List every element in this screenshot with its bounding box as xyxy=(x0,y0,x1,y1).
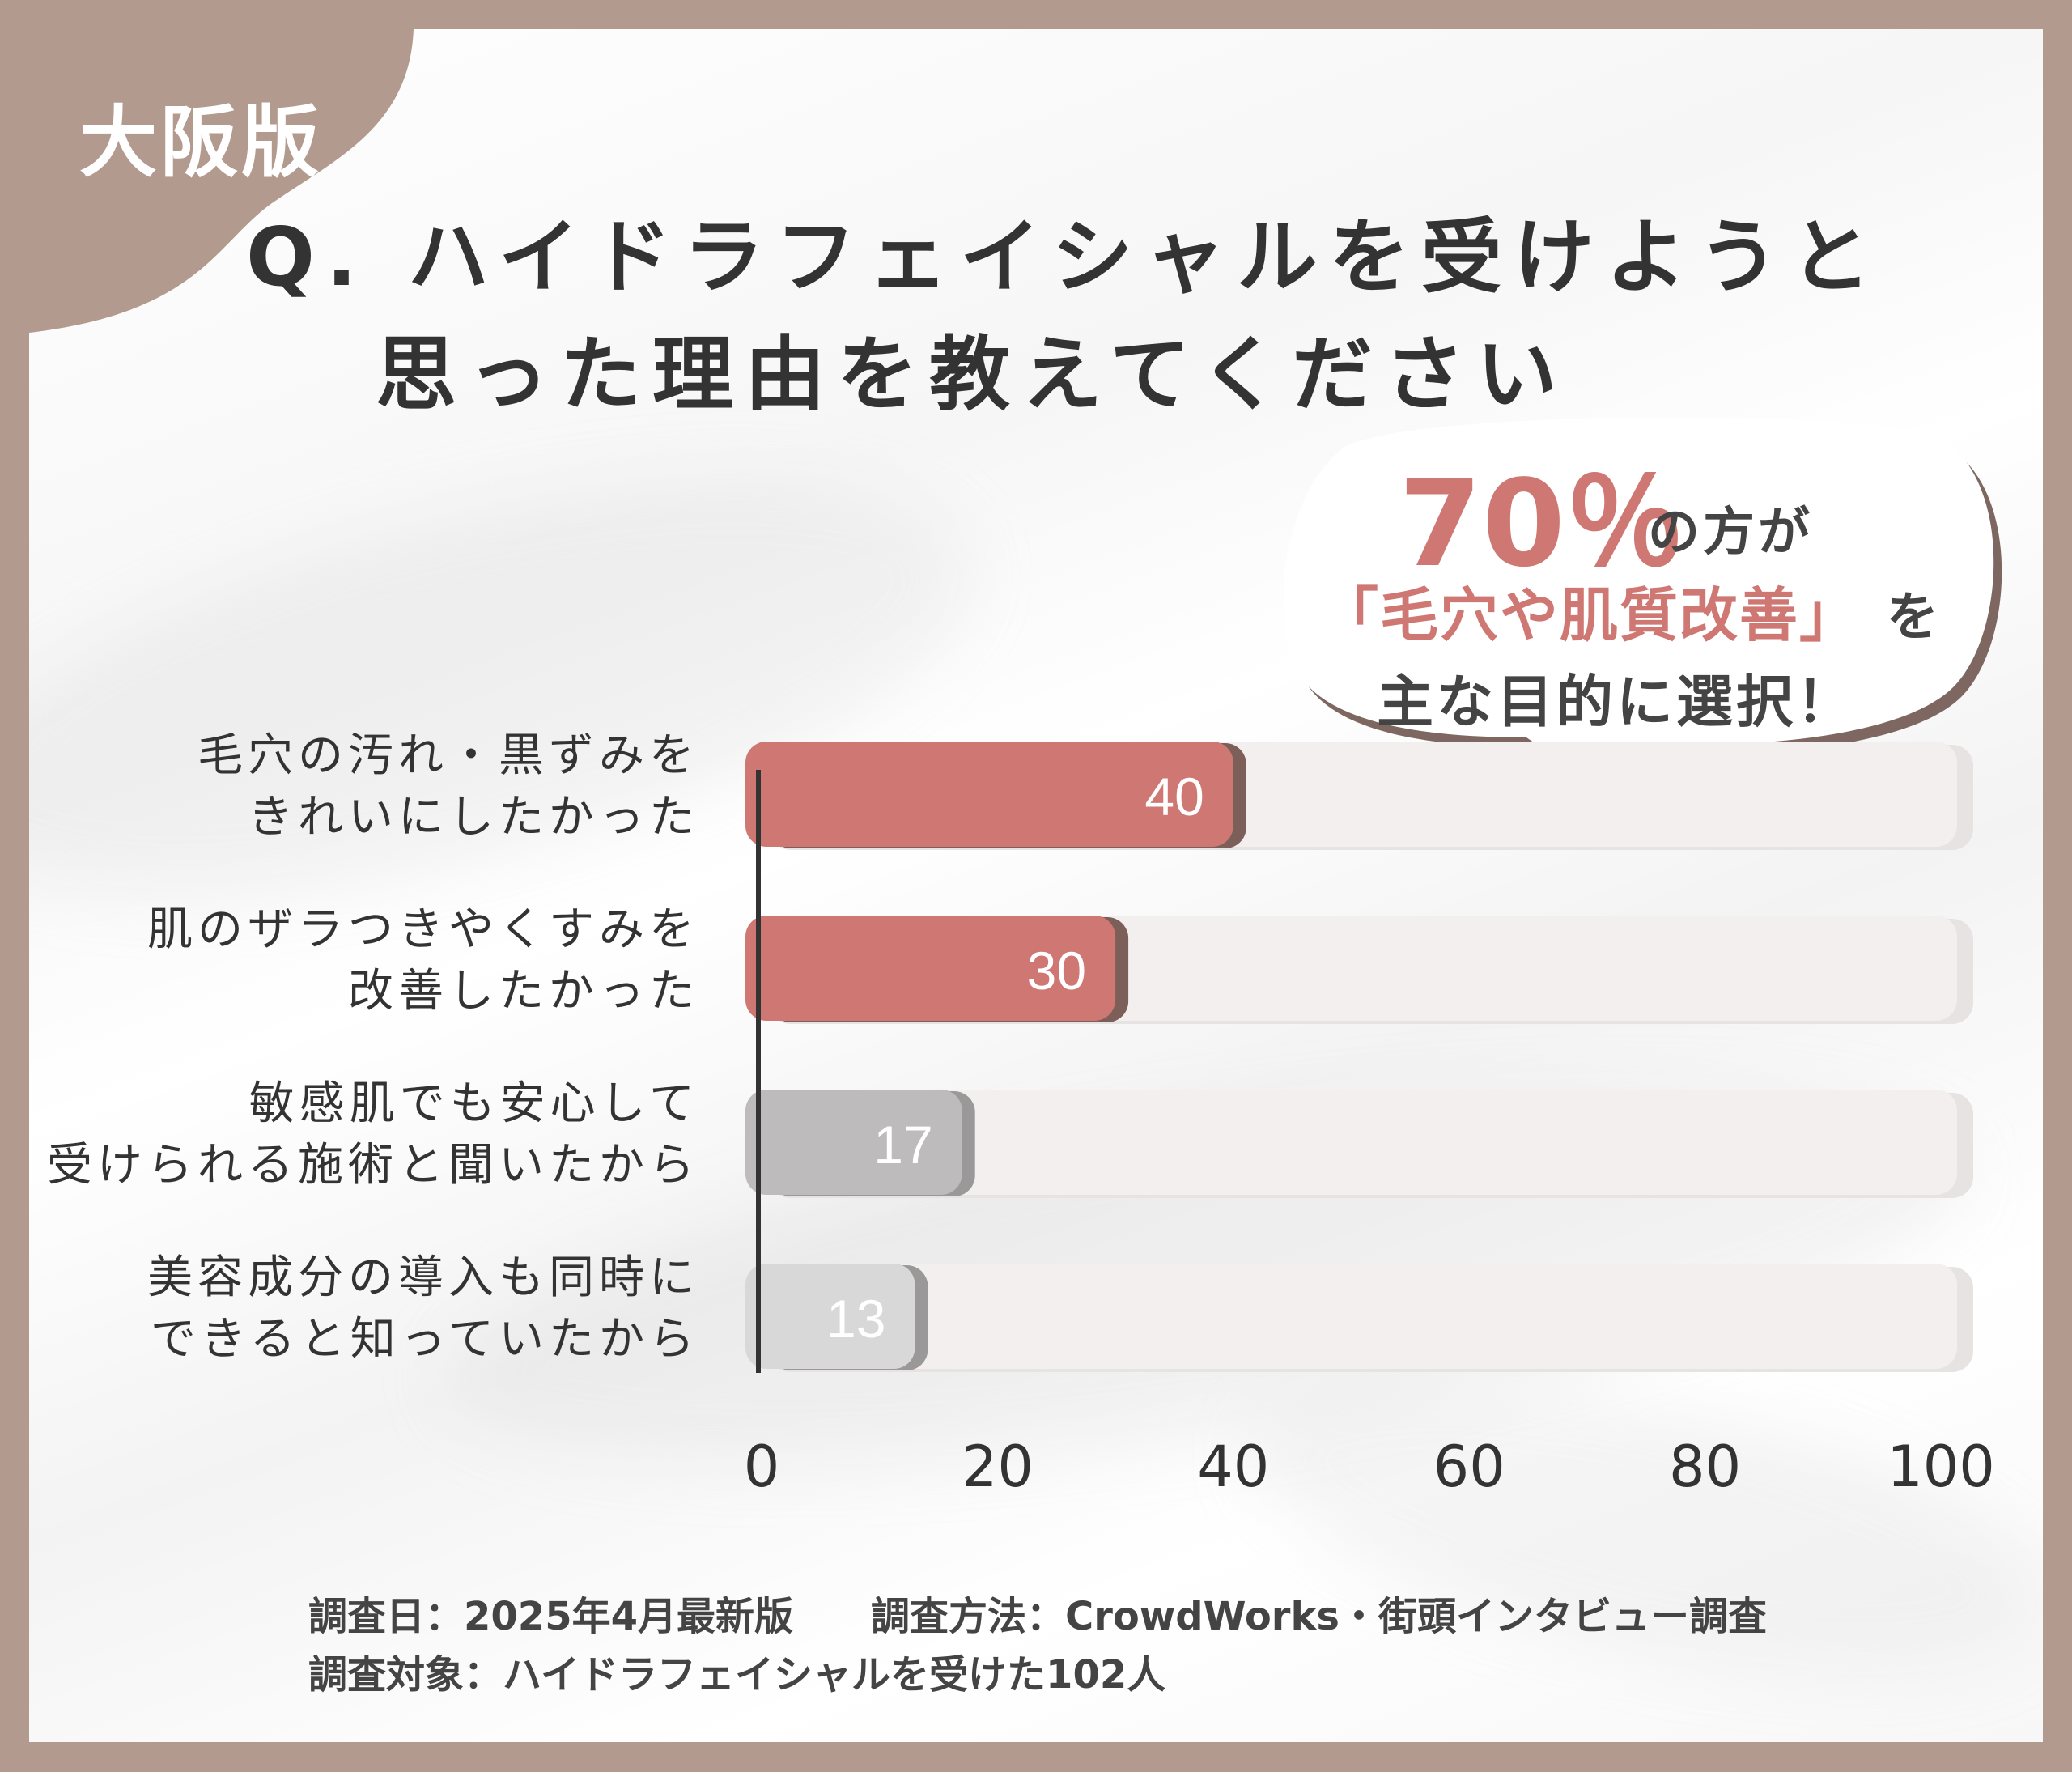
bar-chart: 40 30 17 13 0 20 40 60 80 100 xyxy=(744,742,1995,1500)
category-label-line: 改善したかった xyxy=(348,965,699,1018)
bar-3 xyxy=(745,1090,962,1195)
bar-track xyxy=(762,1264,1957,1369)
bar-track xyxy=(762,1090,1957,1195)
x-tick-label: 20 xyxy=(962,1434,1034,1500)
callout-line1-text: の方が xyxy=(1648,503,1813,563)
category-label-line: 毛穴の汚れ・黒ずみを xyxy=(197,729,699,782)
question-title-line-2: 思った理由を教えてください xyxy=(376,327,1569,422)
region-tag: 大阪版 xyxy=(79,97,322,188)
bar-4 xyxy=(745,1264,915,1369)
survey-target: 調査対象：ハイドラフェイシャルを受けた102人 xyxy=(308,1652,1166,1698)
speech-bubble xyxy=(1284,418,2002,792)
survey-footer: 調査日：2025年4月最新版 調査方法：CrowdWorks・街頭インタビュー調… xyxy=(308,1587,1767,1704)
category-label-4: 美容成分の導入も同時に できると知っていたから xyxy=(147,1247,699,1370)
x-tick-label: 40 xyxy=(1197,1434,1269,1500)
category-label-2: 肌のザラつきやくすみを 改善したかった xyxy=(147,899,699,1022)
bar-1 xyxy=(745,742,1233,847)
question-title-line-1: Q. ハイドラフェイシャルを受けようと xyxy=(246,210,1883,304)
category-label-3: 敏感肌でも安心して 受けられる施術と聞いたから xyxy=(47,1073,699,1196)
callout-line3-text: 主な目的に選択！ xyxy=(1377,669,1856,735)
category-label-line: 肌のザラつきやくすみを xyxy=(147,903,699,956)
category-label-line: 受けられる施術と聞いたから xyxy=(47,1139,699,1192)
callout-percentage: 70％ xyxy=(1399,454,1685,593)
category-label-line: 美容成分の導入も同時に xyxy=(147,1251,699,1304)
bar-value-label: 40 xyxy=(1144,767,1204,827)
x-tick-label: 100 xyxy=(1887,1434,1995,1500)
category-label-line: きれいにしたかった xyxy=(248,791,699,844)
x-tick-label: 80 xyxy=(1669,1434,1741,1500)
category-label-line: 敏感肌でも安心して xyxy=(248,1077,699,1130)
callout-line2-text: を xyxy=(1887,588,1938,648)
bar-value-label: 13 xyxy=(826,1289,885,1349)
bar-value-label: 30 xyxy=(1027,941,1086,1001)
callout-highlight: 「毛穴や肌質改善」 xyxy=(1320,581,1860,649)
category-label-1: 毛穴の汚れ・黒ずみを きれいにしたかった xyxy=(197,725,699,848)
region-tag-shape xyxy=(29,29,414,333)
infographic-card: 大阪版 Q. ハイドラフェイシャルを受けようと 思った理由を教えてください 70… xyxy=(29,29,2043,1742)
survey-method: 調査方法：CrowdWorks・街頭インタビュー調査 xyxy=(871,1594,1767,1639)
bar-value-label: 17 xyxy=(873,1115,932,1175)
x-tick-label: 60 xyxy=(1433,1434,1505,1500)
bar-2 xyxy=(745,916,1116,1021)
x-tick-label: 0 xyxy=(744,1434,780,1500)
category-label-line: できると知っていたから xyxy=(150,1313,699,1366)
survey-date: 調査日：2025年4月最新版 xyxy=(308,1594,793,1639)
